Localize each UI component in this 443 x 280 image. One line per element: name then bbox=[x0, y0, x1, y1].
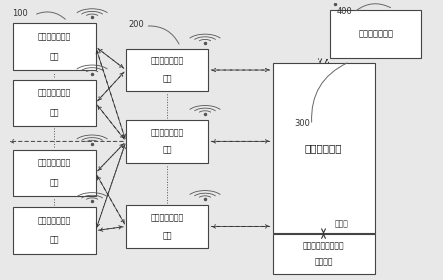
Text: 100: 100 bbox=[12, 9, 28, 18]
FancyBboxPatch shape bbox=[13, 150, 96, 196]
FancyBboxPatch shape bbox=[13, 80, 96, 126]
FancyBboxPatch shape bbox=[126, 120, 209, 163]
Text: 单元: 单元 bbox=[163, 231, 172, 240]
Text: 单元: 单元 bbox=[163, 146, 172, 155]
Text: 电池管理系统: 电池管理系统 bbox=[305, 143, 342, 153]
FancyBboxPatch shape bbox=[13, 207, 96, 254]
Text: 电池簇无线控制: 电池簇无线控制 bbox=[151, 213, 184, 222]
Text: 电池组无线控制: 电池组无线控制 bbox=[38, 159, 71, 168]
Text: 电池簇无线控制: 电池簇无线控制 bbox=[151, 57, 184, 66]
Text: 单元: 单元 bbox=[50, 52, 59, 61]
Text: 电池组无线控制: 电池组无线控制 bbox=[38, 89, 71, 98]
Text: 电池组无线控制: 电池组无线控制 bbox=[38, 216, 71, 225]
FancyBboxPatch shape bbox=[272, 63, 374, 233]
FancyBboxPatch shape bbox=[330, 10, 421, 58]
Text: 单元: 单元 bbox=[50, 236, 59, 245]
Text: 集控终端: 集控终端 bbox=[314, 258, 333, 267]
Text: 电站能量管理系统的: 电站能量管理系统的 bbox=[303, 241, 344, 250]
Text: 以太网: 以太网 bbox=[334, 219, 348, 228]
Text: 变流器控制单元: 变流器控制单元 bbox=[358, 30, 393, 39]
Text: 单元: 单元 bbox=[50, 108, 59, 117]
Text: 单元: 单元 bbox=[50, 178, 59, 187]
FancyBboxPatch shape bbox=[272, 234, 374, 274]
Text: 200: 200 bbox=[128, 20, 144, 29]
Text: 400: 400 bbox=[337, 6, 352, 15]
FancyBboxPatch shape bbox=[13, 24, 96, 70]
Text: 单元: 单元 bbox=[163, 74, 172, 83]
FancyBboxPatch shape bbox=[126, 205, 209, 248]
FancyBboxPatch shape bbox=[126, 49, 209, 91]
Text: 电池组无线控制: 电池组无线控制 bbox=[38, 32, 71, 41]
Text: 电池簇无线控制: 电池簇无线控制 bbox=[151, 128, 184, 137]
Text: 300: 300 bbox=[295, 119, 310, 128]
